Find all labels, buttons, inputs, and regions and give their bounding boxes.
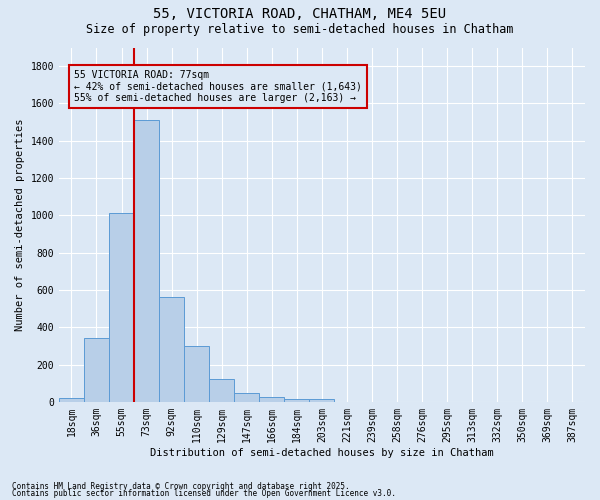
Text: Size of property relative to semi-detached houses in Chatham: Size of property relative to semi-detach… <box>86 22 514 36</box>
X-axis label: Distribution of semi-detached houses by size in Chatham: Distribution of semi-detached houses by … <box>150 448 494 458</box>
Text: 55, VICTORIA ROAD, CHATHAM, ME4 5EU: 55, VICTORIA ROAD, CHATHAM, ME4 5EU <box>154 8 446 22</box>
Text: Contains HM Land Registry data © Crown copyright and database right 2025.: Contains HM Land Registry data © Crown c… <box>12 482 350 491</box>
Bar <box>209 380 234 402</box>
Bar <box>159 298 184 402</box>
Bar <box>84 338 109 402</box>
Bar <box>259 397 284 402</box>
Bar <box>310 399 334 402</box>
Text: Contains public sector information licensed under the Open Government Licence v3: Contains public sector information licen… <box>12 490 396 498</box>
Bar <box>59 398 84 402</box>
Bar <box>109 214 134 402</box>
Text: 55 VICTORIA ROAD: 77sqm
← 42% of semi-detached houses are smaller (1,643)
55% of: 55 VICTORIA ROAD: 77sqm ← 42% of semi-de… <box>74 70 362 103</box>
Bar <box>134 120 159 402</box>
Y-axis label: Number of semi-detached properties: Number of semi-detached properties <box>15 118 25 331</box>
Bar <box>184 346 209 402</box>
Bar <box>234 394 259 402</box>
Bar <box>284 399 310 402</box>
